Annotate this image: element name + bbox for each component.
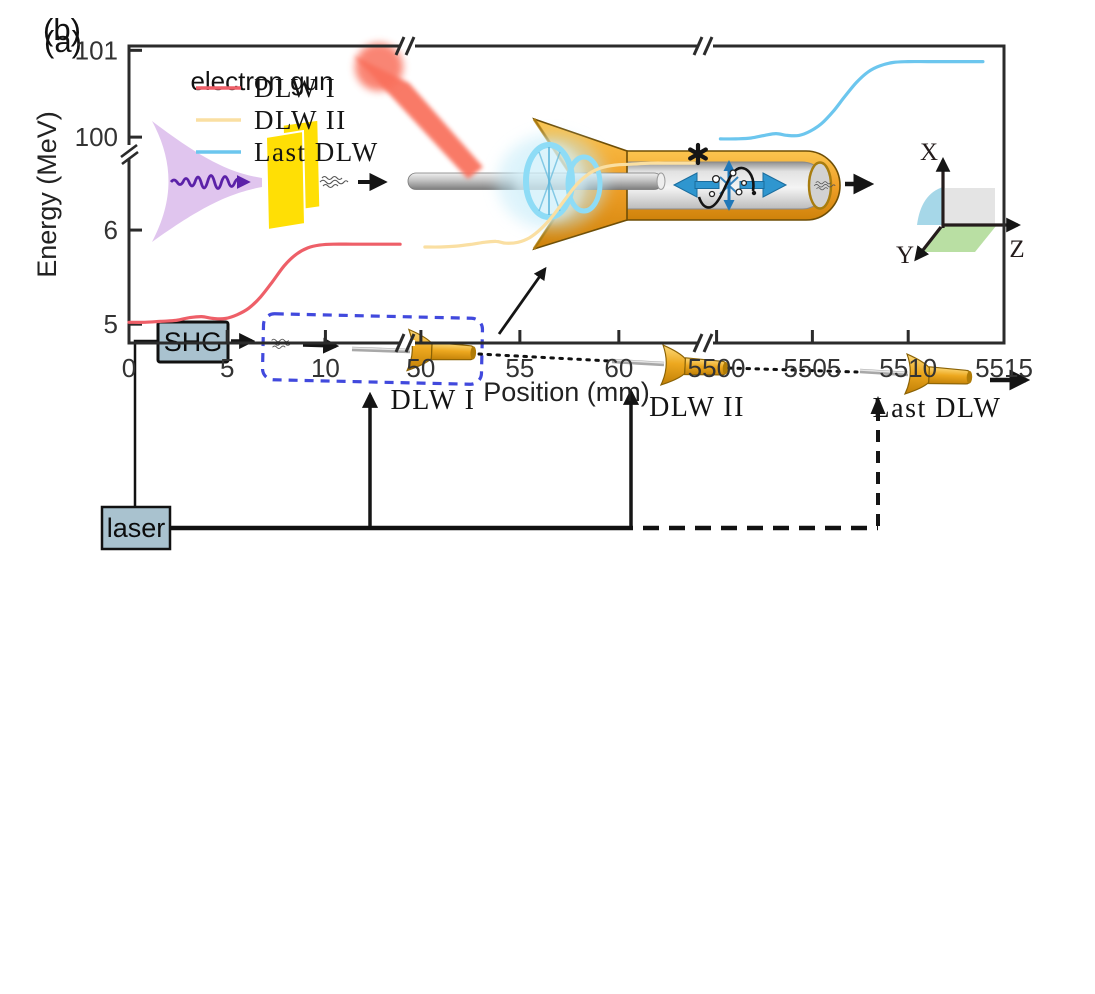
dlw1-label: DLW I (391, 385, 476, 416)
laser-label: laser (107, 513, 166, 543)
dlw-exit-aperture (807, 161, 833, 210)
plot-frame (127, 44, 1006, 345)
x-axis-break (697, 43, 713, 49)
beamline-dotted-2 (727, 366, 859, 374)
beamline-dotted-1 (477, 352, 612, 363)
panel-b-chart: (b) 0 5 10 50 55 60 5500 5505 5510 551556100101Po… (32, 12, 1033, 407)
x-tick-label: 0 (122, 353, 136, 383)
x-tick-label: 5 (220, 353, 234, 383)
y-tick-label: 5 (104, 309, 118, 339)
legend-label: DLW I (254, 73, 336, 103)
electron-gun-label: electron gun (190, 66, 333, 96)
x-axis-break (697, 340, 713, 346)
x-axis: 0 5 10 50 55 60 5500 5505 5510 5515 (122, 330, 1033, 383)
x-axis-letter: X (920, 139, 938, 166)
series-line-dlw-ii (423, 161, 696, 249)
panel-a-label: (a) (44, 24, 82, 59)
xz-plane (945, 188, 995, 225)
panel-b-label: (b) (43, 12, 81, 47)
x-tick-label: 10 (311, 353, 340, 383)
coupling-glow-rings (497, 134, 607, 230)
z-axis-letter: Z (1009, 236, 1024, 263)
drive-laser-beam (354, 43, 483, 179)
x-axis-break (399, 340, 415, 346)
x-tick-label: 50 (406, 353, 435, 383)
y-axis-letter: Y (896, 242, 914, 269)
last-dlw-label: Last DLW (873, 393, 1002, 424)
laser-pulse-horn (152, 121, 262, 242)
dlw1-dashed-box (260, 312, 485, 386)
x-tick-label: 55 (505, 353, 534, 383)
y-tick-label: 6 (104, 215, 118, 245)
wakefield-wave-icon (697, 166, 755, 209)
dlw2-label: DLW II (649, 392, 745, 423)
beamline-row: SHG DLW I DLW II Last DLW (156, 266, 1031, 424)
y-axis: 5 6 100 101 (75, 35, 142, 339)
y-tick-label: 101 (75, 35, 118, 65)
y-axis-title: Energy (MeV) (32, 111, 62, 278)
x-tick-label: 5515 (975, 353, 1033, 383)
zoom-callout-arrow (497, 266, 547, 335)
y-tick-label: 100 (75, 122, 118, 152)
series-line-dlw-i (127, 242, 402, 324)
yz-plane (922, 226, 996, 252)
x-tick-label: 5505 (783, 353, 841, 383)
dlw-zoom-structure (354, 43, 875, 251)
x-tick-label: 60 (604, 353, 633, 383)
x-axis-title: Position (mm) (483, 377, 650, 407)
series-line-last-dlw (718, 59, 985, 141)
electron-dots (708, 169, 748, 198)
transition-marker-asterisk (688, 142, 708, 166)
x-tick-label: 5510 (879, 353, 937, 383)
x-tick-label: 5500 (688, 353, 746, 383)
y-axis-arrow (914, 226, 943, 262)
panel-a-diagram: (a) electron gun (44, 24, 1031, 551)
legend-label: DLW II (254, 105, 347, 135)
laser-distribution: laser (100, 339, 886, 551)
chart-root: 0 5 10 50 55 60 5500 5505 5510 551556100101Positi… (32, 35, 1033, 407)
x-axis-break (399, 43, 415, 49)
wakefield-annotation (672, 160, 788, 211)
photocathode-plates (264, 119, 321, 232)
laser-to-shg-line (133, 339, 158, 507)
laser-feed-arrowhead-lastdlw (870, 396, 886, 414)
bunch-arrow (302, 337, 340, 354)
xy-plane (917, 187, 943, 225)
legend-label: Last DLW (254, 137, 379, 167)
coordinate-axes: X Y Z (896, 139, 1025, 269)
pulse-wave-icon (169, 174, 251, 190)
